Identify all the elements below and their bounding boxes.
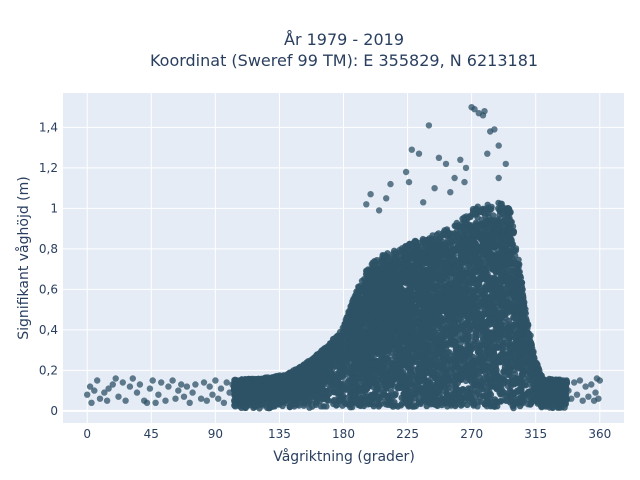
data-point — [330, 400, 337, 408]
data-point — [250, 382, 257, 389]
data-point — [341, 344, 348, 352]
data-point — [237, 377, 244, 384]
data-point — [443, 227, 450, 235]
data-point — [487, 206, 494, 213]
data-point — [255, 388, 263, 395]
data-point — [449, 233, 456, 240]
data-point — [280, 372, 287, 379]
data-point — [317, 403, 325, 410]
data-point — [559, 379, 567, 386]
data-point — [231, 402, 238, 409]
data-point — [537, 377, 544, 384]
data-point — [318, 383, 326, 391]
data-point — [472, 205, 480, 212]
data-point — [378, 258, 385, 266]
data-point — [459, 224, 466, 231]
data-point — [549, 404, 556, 412]
data-point — [273, 401, 280, 408]
data-point — [312, 399, 319, 407]
data-point — [343, 359, 351, 366]
data-point — [435, 230, 442, 237]
data-point — [284, 393, 292, 400]
data-point — [529, 396, 537, 403]
data-point — [336, 397, 343, 404]
data-point — [288, 383, 296, 390]
data-point — [466, 264, 473, 271]
data-points — [84, 104, 603, 412]
data-point — [464, 214, 472, 222]
data-point — [321, 395, 328, 403]
data-point — [301, 377, 308, 384]
data-point — [331, 384, 339, 391]
data-point — [283, 399, 290, 407]
data-point — [401, 245, 408, 252]
data-point — [334, 377, 341, 384]
chart-title-line1: År 1979 - 2019 — [284, 30, 404, 49]
data-point — [391, 255, 398, 262]
data-point — [327, 340, 334, 347]
data-point — [419, 235, 427, 243]
data-point — [323, 403, 330, 410]
data-point — [474, 214, 481, 221]
data-point — [341, 323, 348, 331]
data-point — [495, 205, 502, 212]
chart-title-line2: Koordinat (Sweref 99 TM): E 355829, N 62… — [150, 51, 538, 70]
data-point — [554, 403, 562, 410]
data-point — [369, 259, 376, 266]
data-point — [340, 352, 347, 359]
data-point — [335, 389, 342, 396]
data-point — [413, 240, 420, 247]
